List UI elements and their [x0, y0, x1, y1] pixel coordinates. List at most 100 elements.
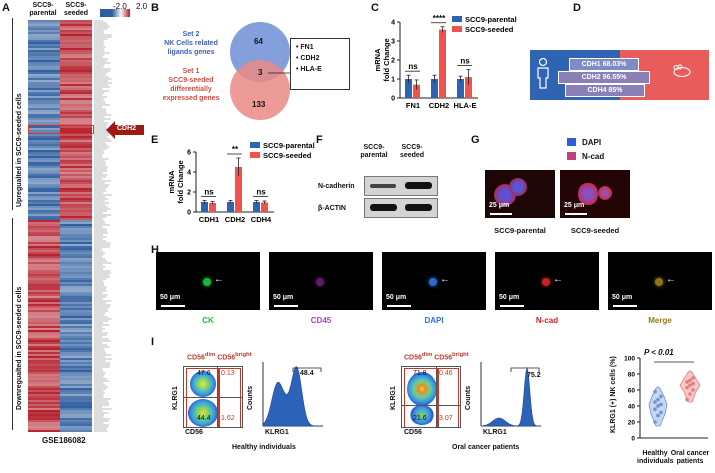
heatmap-cell	[60, 272, 92, 274]
h-caption-ncad: N-cad	[535, 316, 559, 325]
heatmap-cell	[28, 82, 60, 84]
heatmap-cell	[28, 298, 60, 300]
g-caption-parental: SCC9-parental	[494, 226, 546, 235]
heatmap-cell	[60, 220, 92, 222]
heatmap-cell	[28, 422, 60, 424]
gene-label-mark	[94, 338, 109, 340]
gene-label-mark	[94, 264, 103, 266]
h-arrow-icon: ←	[440, 274, 450, 285]
cancer-q4: 3.07	[439, 415, 453, 422]
cancer-gate-labels: CD56dim CD56bright	[404, 352, 469, 361]
heatmap-cell	[60, 180, 92, 182]
heatmap-cell	[60, 356, 92, 358]
h-scale: 50 μm	[273, 294, 294, 301]
heatmap-cell	[28, 84, 60, 86]
gene-label-mark	[94, 144, 108, 146]
h-caption-merge: Merge	[648, 316, 672, 325]
gene-label-mark	[94, 328, 105, 330]
gene-label-mark	[94, 80, 108, 82]
heatmap-cell	[28, 338, 60, 340]
healthy-gate-labels: CD56dim CD56bright	[187, 352, 252, 361]
heatmap-cell	[60, 352, 92, 354]
heatmap-cell	[60, 138, 92, 140]
gene-label-mark	[94, 390, 104, 392]
heatmap-cell	[60, 70, 92, 72]
heatmap-cell	[28, 138, 60, 140]
gene-label-mark	[94, 24, 108, 26]
blot-row1	[364, 176, 438, 196]
heatmap-cell	[60, 144, 92, 146]
gene-label-mark	[94, 244, 111, 246]
gene-label-mark	[94, 332, 109, 334]
gene-label-mark	[94, 300, 112, 302]
heatmap-cell	[60, 202, 92, 204]
heatmap-down-bracket	[12, 218, 13, 430]
gene-label-mark	[94, 170, 108, 172]
heatmap-cell	[60, 282, 92, 284]
gene-label-mark	[94, 342, 103, 344]
heatmap-cell	[28, 272, 60, 274]
heatmap-cell	[60, 230, 92, 232]
gene-label-mark	[94, 194, 112, 196]
heatmap-cell	[60, 366, 92, 368]
gene-label-mark	[94, 146, 110, 148]
heatmap-cell	[60, 314, 92, 316]
blot-col1-line2: parental	[360, 152, 388, 159]
heatmap-cell	[60, 262, 92, 264]
heatmap-cell	[60, 128, 92, 130]
heatmap-cell	[28, 26, 60, 28]
heatmap-cell	[60, 428, 92, 430]
gene-label-mark	[94, 374, 105, 376]
heatmap-cell	[28, 34, 60, 36]
gene-label-mark	[94, 66, 104, 68]
y-tick-label: 0	[187, 210, 191, 217]
cancer-q3: 21.6	[413, 415, 427, 422]
heatmap-cell	[28, 198, 60, 200]
heatmap-cell	[28, 282, 60, 284]
heatmap-cell	[28, 268, 60, 270]
gene-label-mark	[94, 48, 105, 50]
heatmap-cell	[60, 96, 92, 98]
healthy-y-axis: KLRG1	[172, 386, 179, 410]
cancer-histogram	[480, 362, 542, 427]
gene-label-mark	[94, 78, 112, 80]
gene-label-mark	[94, 54, 105, 56]
heatmap-cell	[60, 106, 92, 108]
h-cell	[542, 278, 550, 286]
heatmap-cell	[28, 336, 60, 338]
panel-c-label: C	[371, 2, 379, 14]
bar	[227, 202, 234, 212]
heatmap-cell	[60, 172, 92, 174]
gene-label-mark	[94, 268, 104, 270]
heatmap-cell	[60, 320, 92, 322]
heatmap-cell	[28, 96, 60, 98]
blot-row2-label: β-ACTIN	[318, 205, 346, 212]
heatmap-cell	[60, 392, 92, 394]
violin-point	[656, 404, 660, 408]
heatmap-cell	[60, 368, 92, 370]
gene-label-mark	[94, 184, 110, 186]
gene-label-mark	[94, 368, 103, 370]
heatmap-cell	[60, 164, 92, 166]
heatmap-cell	[60, 380, 92, 382]
heatmap-cell	[28, 54, 60, 56]
gene-label-mark	[94, 258, 106, 260]
gene-label-mark	[94, 152, 105, 154]
gene-label-mark	[94, 370, 104, 372]
heatmap-cell	[28, 168, 60, 170]
y-tick-label: 3	[391, 39, 395, 46]
heatmap-cell	[28, 312, 60, 314]
sig-label: ns	[460, 57, 470, 66]
gene-label-mark	[94, 210, 108, 212]
blot-col1-line1: SCC9-	[363, 144, 385, 151]
gene-label-mark	[94, 340, 111, 342]
heatmap-cell	[60, 196, 92, 198]
heatmap-cell	[60, 354, 92, 356]
heatmap-cell	[60, 24, 92, 26]
gene-label-mark	[94, 420, 109, 422]
gene-label-mark	[94, 276, 110, 278]
h-scalebar	[500, 305, 524, 307]
heatmap-cell	[60, 56, 92, 58]
heatmap-cell	[60, 226, 92, 228]
heatmap-cell	[28, 136, 60, 138]
